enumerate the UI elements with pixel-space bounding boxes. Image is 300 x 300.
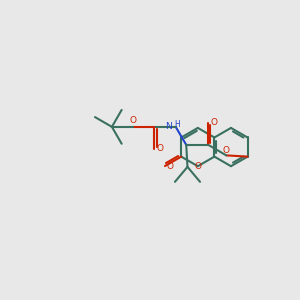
Text: O: O — [130, 116, 137, 125]
Text: N: N — [165, 122, 172, 131]
Text: O: O — [194, 162, 201, 171]
Text: O: O — [156, 144, 163, 153]
Text: O: O — [167, 161, 174, 170]
Text: O: O — [210, 118, 217, 127]
Text: H: H — [174, 120, 180, 129]
Text: O: O — [223, 146, 230, 154]
